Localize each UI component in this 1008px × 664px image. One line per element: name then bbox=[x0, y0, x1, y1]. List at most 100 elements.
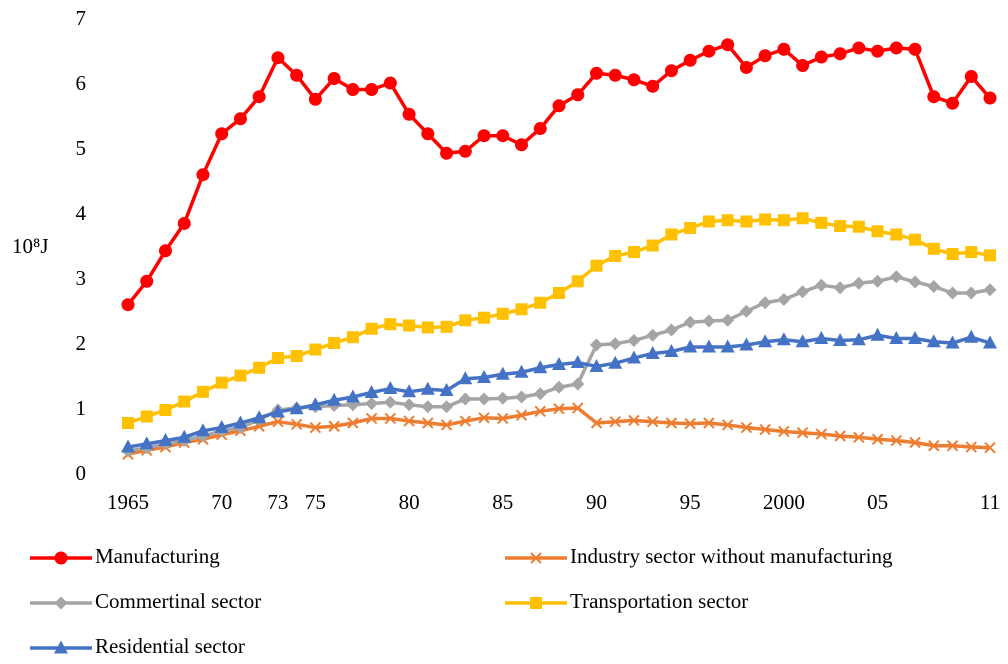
marker bbox=[628, 414, 640, 427]
marker bbox=[383, 76, 397, 90]
marker bbox=[833, 332, 848, 346]
marker bbox=[571, 88, 585, 102]
marker bbox=[440, 400, 454, 414]
marker bbox=[890, 228, 903, 241]
marker bbox=[871, 44, 885, 58]
marker bbox=[758, 49, 772, 63]
marker bbox=[215, 376, 228, 389]
marker bbox=[646, 239, 659, 252]
marker bbox=[834, 430, 846, 442]
marker bbox=[477, 129, 491, 143]
marker bbox=[54, 640, 68, 654]
marker bbox=[177, 429, 192, 443]
marker bbox=[646, 415, 659, 428]
marker bbox=[140, 274, 154, 288]
marker bbox=[309, 421, 322, 434]
marker bbox=[796, 285, 810, 299]
marker bbox=[683, 339, 698, 353]
marker bbox=[589, 66, 603, 80]
marker bbox=[440, 146, 454, 160]
y-tick-label: 2 bbox=[76, 331, 87, 355]
marker bbox=[252, 410, 267, 424]
marker bbox=[870, 327, 885, 341]
x-tick-label: 73 bbox=[267, 490, 288, 514]
marker bbox=[139, 436, 154, 450]
marker bbox=[721, 214, 734, 227]
y-tick-label: 0 bbox=[76, 461, 87, 485]
marker bbox=[758, 296, 772, 310]
marker bbox=[645, 345, 660, 359]
marker bbox=[720, 339, 735, 353]
marker bbox=[814, 50, 828, 64]
marker bbox=[851, 332, 866, 346]
marker bbox=[608, 68, 622, 82]
marker bbox=[702, 215, 715, 228]
marker bbox=[983, 335, 997, 349]
x-tick-label: 05 bbox=[867, 490, 888, 514]
marker bbox=[458, 144, 472, 158]
marker bbox=[384, 412, 397, 425]
marker bbox=[533, 387, 547, 401]
marker bbox=[195, 423, 210, 437]
marker bbox=[553, 402, 565, 415]
marker bbox=[608, 337, 622, 351]
marker bbox=[159, 404, 172, 416]
marker bbox=[721, 38, 735, 52]
marker bbox=[814, 331, 829, 344]
marker bbox=[965, 441, 977, 453]
marker bbox=[514, 364, 529, 378]
marker bbox=[702, 314, 716, 328]
marker bbox=[290, 350, 303, 363]
marker bbox=[889, 331, 904, 344]
marker bbox=[777, 214, 790, 227]
marker bbox=[983, 283, 997, 297]
marker bbox=[908, 275, 922, 289]
x-tick-label: 1965 bbox=[107, 490, 149, 514]
marker bbox=[946, 286, 960, 300]
marker bbox=[796, 212, 809, 225]
marker bbox=[890, 434, 903, 447]
marker bbox=[777, 293, 791, 306]
marker bbox=[590, 259, 603, 272]
marker bbox=[478, 311, 491, 324]
marker bbox=[740, 421, 753, 434]
marker bbox=[440, 419, 453, 431]
marker bbox=[908, 331, 923, 344]
y-axis-label: 10⁸J bbox=[12, 234, 49, 258]
marker bbox=[439, 383, 454, 396]
marker bbox=[721, 419, 734, 431]
marker bbox=[964, 329, 979, 343]
marker bbox=[234, 369, 247, 382]
marker bbox=[795, 334, 810, 348]
marker bbox=[158, 244, 172, 258]
marker bbox=[871, 433, 884, 445]
marker bbox=[664, 344, 679, 357]
marker bbox=[196, 385, 209, 398]
marker bbox=[515, 303, 528, 316]
marker bbox=[252, 90, 266, 104]
marker bbox=[984, 249, 996, 262]
marker bbox=[383, 381, 398, 395]
marker bbox=[909, 436, 921, 449]
marker bbox=[289, 401, 304, 415]
marker bbox=[178, 395, 191, 408]
marker bbox=[796, 59, 810, 72]
marker bbox=[327, 72, 341, 85]
marker bbox=[530, 597, 542, 609]
marker bbox=[364, 384, 379, 398]
marker bbox=[626, 350, 641, 364]
marker bbox=[328, 337, 341, 350]
marker bbox=[927, 280, 941, 293]
marker bbox=[290, 68, 304, 82]
y-tick-label: 5 bbox=[76, 136, 87, 160]
marker bbox=[815, 216, 828, 229]
y-tick-label: 7 bbox=[76, 6, 87, 30]
marker bbox=[927, 90, 941, 104]
marker bbox=[739, 60, 753, 74]
marker bbox=[122, 417, 134, 429]
x-tick-label: 70 bbox=[211, 490, 232, 514]
marker bbox=[552, 357, 566, 370]
marker bbox=[683, 315, 697, 329]
legend-label: Residential sector bbox=[95, 634, 245, 658]
